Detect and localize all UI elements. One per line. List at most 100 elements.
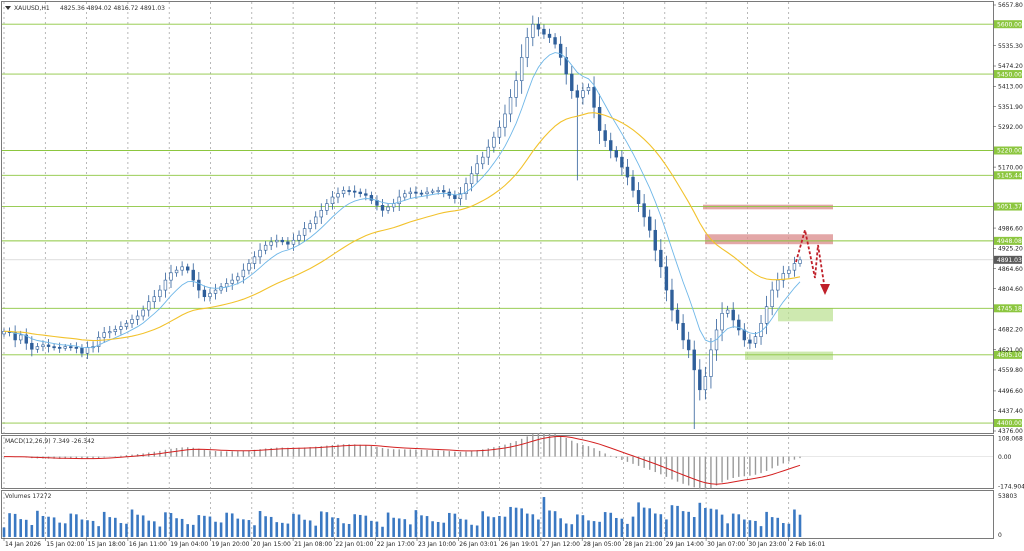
price-tick-label: 5535.30 [998, 43, 1023, 50]
volume-bar [464, 519, 468, 537]
candle-body [341, 190, 346, 195]
volume-bar [41, 515, 45, 537]
candle-body [380, 205, 385, 211]
candle-body [297, 234, 301, 241]
volume-bar [414, 510, 418, 537]
level-label: 5220.00 [997, 148, 1022, 155]
volume-bar [520, 508, 523, 537]
price-tick-label: 4621.00 [998, 347, 1023, 354]
candle-body [670, 289, 674, 311]
candle-body [386, 206, 390, 211]
volume-bar [242, 519, 245, 537]
level-label: 5450.00 [997, 71, 1022, 78]
candle-body [469, 173, 474, 185]
dropdown-triangle-icon[interactable] [5, 6, 11, 10]
volume-bar [603, 512, 607, 537]
macd-pane[interactable] [1, 435, 994, 489]
price-pane[interactable] [1, 1, 994, 434]
volume-bar [58, 522, 61, 537]
volume-bar [197, 515, 201, 537]
candle-body [770, 289, 774, 308]
volume-bar [75, 514, 78, 537]
candle-body [247, 263, 251, 271]
time-tick-label: 26 Jan 19:01 [501, 541, 539, 548]
volume-bar [653, 513, 657, 537]
volume-bar [448, 512, 451, 537]
volume-bar [364, 515, 368, 537]
candle-body [764, 306, 769, 324]
candle-body [703, 376, 708, 391]
candle-body [681, 323, 685, 341]
candle-body [597, 106, 602, 131]
volume-bar [687, 511, 690, 537]
candle-body [675, 309, 680, 324]
volume-bar [715, 509, 718, 537]
symbol-label: XAUUSD,H1 [14, 5, 50, 12]
price-tick-label: 4559.80 [998, 367, 1023, 374]
volume-bar [692, 517, 696, 537]
level-tag [994, 350, 1022, 359]
candle-body [653, 229, 657, 251]
candle-body [430, 190, 435, 193]
volume-bar [236, 518, 240, 537]
candle-body [113, 329, 118, 332]
candle-body [458, 193, 463, 199]
candle-body [625, 166, 630, 178]
volume-bar [631, 516, 635, 537]
candle-body [52, 346, 56, 349]
volume-bar [136, 514, 139, 537]
candle-body [776, 279, 780, 291]
ohlc-readout: 4825.36 4894.02 4816.72 4891.03 [60, 5, 165, 12]
volume-bar [175, 518, 178, 537]
candle-body [531, 23, 535, 38]
candle-body [291, 239, 296, 245]
volume-bar [576, 514, 579, 537]
candle-body [581, 90, 585, 98]
volume-pane[interactable] [1, 490, 994, 539]
candle-body [709, 349, 713, 377]
candle-body [642, 203, 646, 218]
price-levels: 5600.00 5450.00 5220.00 5145.44 5051.37 4948.… [2, 20, 1022, 427]
volume-bar [392, 517, 395, 537]
candle-body [163, 279, 168, 291]
volume-bar [47, 516, 50, 537]
candle-body [475, 163, 479, 175]
volume-bar [141, 515, 145, 537]
candle-body [280, 239, 285, 243]
time-tick-label: 22 Jan 17:00 [377, 541, 415, 548]
volume-bar [314, 525, 318, 537]
level-tag [994, 146, 1022, 155]
candle-body [614, 150, 619, 158]
volume-bar [303, 519, 306, 537]
candle-body [169, 272, 173, 281]
candle-body [403, 193, 407, 198]
volume-bar [704, 507, 707, 537]
volume-bar [164, 512, 167, 537]
ma-slow-line [3, 112, 801, 342]
volume-bar [158, 526, 162, 537]
time-axis: 14 Jan 2026 15 Jan 02:00 15 Jan 18:00 16 Ja… [3, 538, 825, 548]
price-axis: 5657.80 5535.30 5474.20 5413.00 5351.90 5292.… [993, 2, 1024, 539]
candle-body [46, 344, 51, 347]
candle-body [419, 192, 424, 195]
volume-bar [286, 523, 290, 537]
candle-body [481, 156, 485, 165]
volume-bar [397, 518, 401, 537]
volume-bar [130, 509, 134, 537]
candle-body [108, 331, 112, 334]
volume-bar [214, 521, 217, 537]
price-tick-label: 5657.80 [998, 2, 1023, 9]
time-tick-label: 28 Jan 21:00 [625, 541, 663, 548]
candle-body [542, 28, 546, 35]
candle-body [252, 256, 257, 264]
time-tick-label: 30 Jan 23:00 [748, 541, 786, 548]
candle-body [742, 329, 747, 341]
candle-body [330, 196, 335, 204]
candle-body [185, 266, 190, 271]
volume-bar [147, 520, 151, 537]
candle-body [124, 323, 129, 327]
candle-body [586, 87, 591, 91]
volume-bar [481, 511, 485, 537]
volume-bar [353, 514, 356, 537]
